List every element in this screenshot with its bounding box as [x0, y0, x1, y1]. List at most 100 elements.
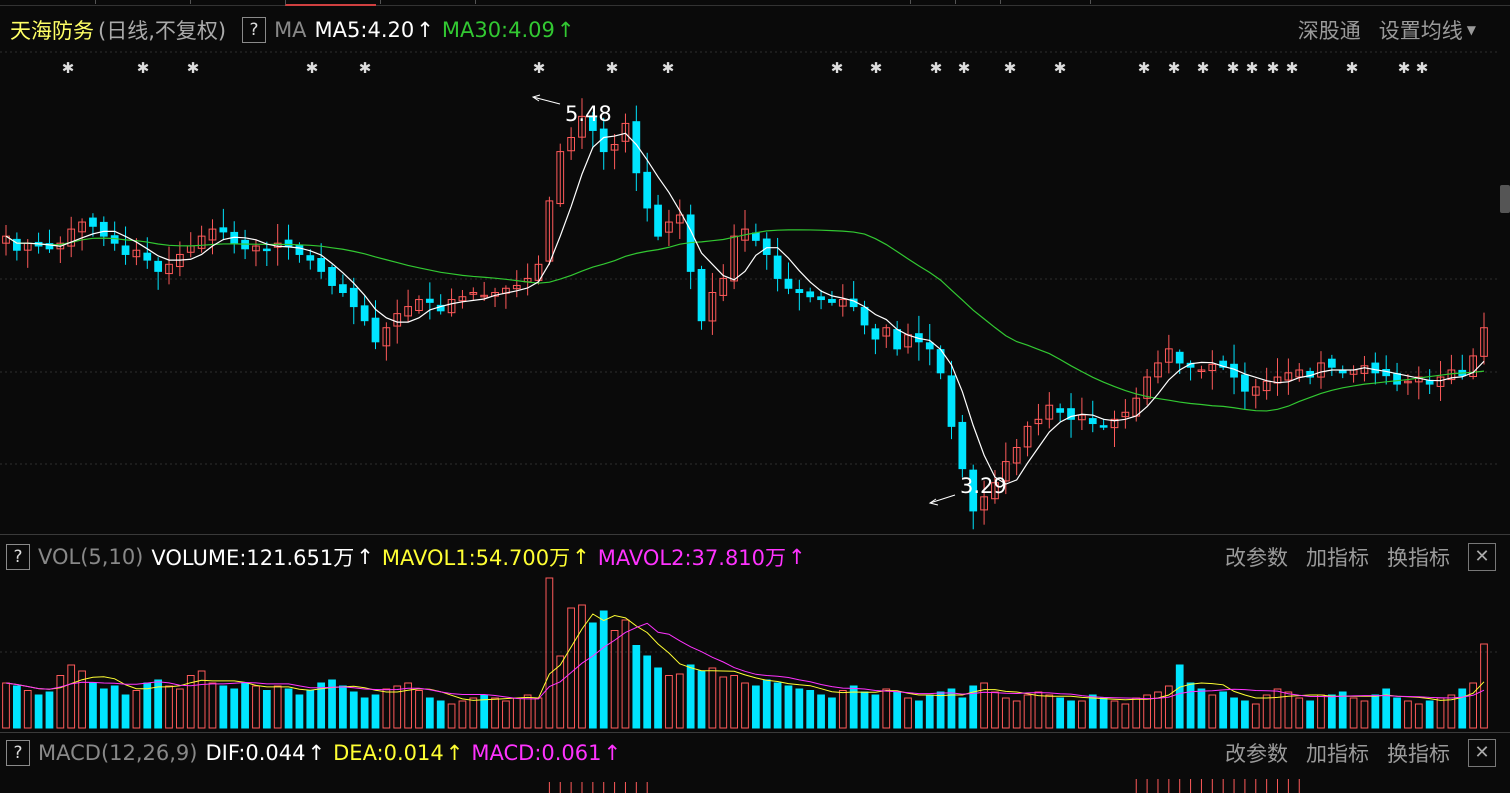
volume-bar [186, 675, 195, 729]
candle-body [393, 313, 402, 327]
candle-body [697, 268, 706, 322]
ma30-value: MA30:4.09 [441, 18, 555, 42]
volume-bar [512, 697, 521, 729]
vol-help-button[interactable]: ? [6, 544, 30, 570]
macd-add-indicator-button[interactable]: 加指标 [1306, 742, 1369, 766]
volume-bar [197, 670, 206, 729]
mavol2-value: MAVOL2:37.810万 [597, 546, 787, 570]
volume-bar [404, 682, 412, 729]
volume-bar [1023, 694, 1032, 729]
candle-body [1404, 380, 1412, 384]
help-button[interactable]: ? [242, 17, 267, 43]
shengutong-link[interactable]: 深股通 [1297, 19, 1361, 43]
volume-bar [534, 697, 543, 729]
volume-bar [838, 690, 847, 729]
candle-body [89, 217, 97, 227]
candle-body [958, 421, 967, 470]
event-marker: ✱ [1416, 59, 1429, 77]
candle-body [469, 292, 478, 295]
ma5-arrow: ↑ [416, 18, 434, 42]
volume-bar [230, 688, 239, 729]
macd-change-params-button[interactable]: 改参数 [1225, 742, 1288, 766]
candle-body [262, 248, 271, 252]
event-marker: ✱ [62, 59, 75, 77]
volume-bar [382, 688, 391, 729]
candle-body [197, 235, 206, 249]
event-marker: ✱ [187, 59, 200, 77]
volume-bar [458, 700, 467, 729]
candle-body [578, 115, 586, 138]
volume-bar [675, 673, 684, 729]
volume-bar [567, 607, 575, 729]
volume-bar [12, 685, 21, 729]
panel-divider [0, 534, 1510, 535]
mavol2-arrow: ↑ [788, 545, 806, 569]
volume-bar [665, 675, 673, 729]
candle-body [1208, 363, 1217, 372]
macd-switch-indicator-button[interactable]: 换指标 [1387, 742, 1450, 766]
candle-body [665, 221, 673, 233]
volume-bar [1034, 691, 1043, 729]
volume-bar [610, 630, 619, 729]
volume-bar [915, 700, 923, 729]
set-ma-button[interactable]: 设置均线 [1378, 19, 1463, 43]
volume-bar [1284, 691, 1293, 729]
volume-bar [991, 691, 999, 729]
candle-body [425, 298, 434, 303]
candle-body [762, 238, 771, 255]
candle-body [1121, 411, 1130, 418]
chevron-down-icon[interactable]: ▼ [1466, 23, 1476, 37]
vol-switch-indicator-button[interactable]: 换指标 [1387, 546, 1450, 570]
volume-bar [599, 610, 608, 729]
volume-bar [1099, 697, 1108, 729]
candle-body [78, 221, 86, 233]
vertical-scrollbar[interactable] [1500, 185, 1510, 213]
event-marker: ✱ [958, 59, 971, 77]
event-marker: ✱ [1227, 59, 1240, 77]
candle-body [447, 299, 456, 314]
volume-bar [360, 697, 369, 729]
candle-body [415, 299, 423, 312]
candle-body [328, 267, 336, 286]
volume-bar [436, 700, 445, 729]
macd-close-icon[interactable]: ✕ [1468, 739, 1496, 767]
high-label: 5.48 [565, 102, 612, 126]
candle-body [1317, 362, 1325, 378]
volume-bar [545, 577, 554, 729]
volume-bar [1447, 694, 1456, 729]
vol-close-icon[interactable]: ✕ [1468, 543, 1496, 571]
volume-bar [89, 682, 97, 729]
vol-add-indicator-button[interactable]: 加指标 [1306, 546, 1369, 570]
candle-body [317, 258, 326, 272]
candle-body [730, 235, 739, 282]
volume-bar [1480, 643, 1488, 729]
macd-help-button[interactable]: ? [6, 740, 30, 766]
volume-bar [730, 675, 739, 729]
candle-body [632, 121, 641, 174]
candle-body [458, 296, 467, 302]
volume-bar [556, 655, 565, 729]
volume-bar [1197, 688, 1206, 729]
volume-bar [936, 691, 945, 729]
event-marker: ✱ [533, 59, 546, 77]
ma5-line [5, 132, 1485, 485]
candle-body [1469, 355, 1478, 378]
volume-bar [1241, 700, 1249, 729]
candle-body [1393, 373, 1401, 385]
event-marker: ✱ [1346, 59, 1359, 77]
volume-bar [708, 667, 717, 729]
stock-name: 天海防务 [10, 19, 94, 43]
volume-bar [1164, 685, 1173, 729]
candle-body [1088, 418, 1097, 425]
candle-body [708, 292, 717, 322]
volume-bar [643, 655, 652, 729]
candle-body [1045, 404, 1054, 420]
volume-bar [78, 670, 86, 729]
volume-bar [925, 694, 934, 729]
vol-change-params-button[interactable]: 改参数 [1225, 546, 1288, 570]
candle-body [1219, 360, 1228, 368]
volume-bar [502, 700, 510, 729]
volume-bar [1295, 697, 1304, 729]
candle-body [1251, 386, 1260, 396]
volume-bar [860, 691, 869, 729]
